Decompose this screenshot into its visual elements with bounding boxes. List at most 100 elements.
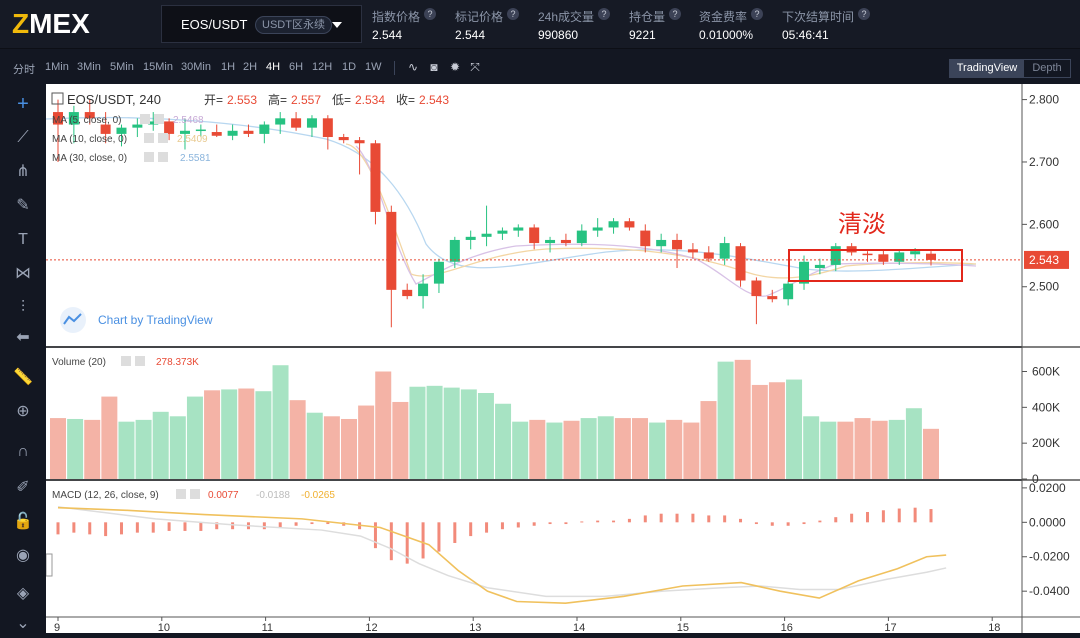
tf-1d[interactable]: 1D — [342, 61, 357, 73]
lock-drawing-icon[interactable]: ✐ — [16, 479, 30, 496]
collapse-handle[interactable] — [45, 553, 53, 577]
candle[interactable] — [418, 274, 429, 309]
candle[interactable] — [148, 112, 159, 131]
zoom-in-icon[interactable]: ⊕ — [16, 403, 30, 420]
close-icon[interactable] — [154, 114, 164, 124]
settings-icon[interactable] — [144, 152, 154, 162]
help-icon[interactable]: ? — [424, 8, 437, 20]
candle[interactable] — [53, 99, 63, 162]
gear-icon[interactable]: ✹ — [449, 60, 461, 74]
candle[interactable] — [592, 218, 603, 237]
macd-pane[interactable] — [46, 481, 1022, 617]
measure-icon[interactable]: ⫶ — [20, 299, 25, 316]
collapse-chevron-icon[interactable]: ⌄ — [16, 615, 30, 632]
chart-area[interactable]: 清淡 EOS/USDT, 240 开= 2.553 高= 2.557 低= 2.… — [45, 84, 1080, 634]
candle[interactable] — [926, 251, 936, 266]
candle[interactable] — [814, 258, 825, 275]
settings-icon[interactable] — [121, 356, 131, 366]
back-arrow-icon[interactable]: ⬅ — [16, 329, 30, 346]
candle[interactable] — [402, 283, 413, 300]
candle[interactable] — [497, 227, 508, 240]
candle[interactable] — [703, 246, 714, 262]
candle[interactable] — [719, 236, 730, 265]
tf-line[interactable]: 分时 — [13, 64, 35, 76]
pair-selector[interactable]: EOS/USDT USDT区永续 — [161, 5, 362, 43]
tf-3min[interactable]: 3Min — [77, 61, 101, 73]
candle[interactable] — [830, 243, 841, 272]
candle[interactable] — [640, 224, 651, 253]
candle[interactable] — [783, 280, 794, 306]
candle[interactable] — [799, 255, 810, 290]
tf-12h[interactable]: 12H — [312, 61, 333, 73]
candle[interactable] — [767, 289, 778, 303]
help-icon[interactable]: ? — [858, 8, 871, 20]
brush-icon[interactable]: ✎ — [16, 197, 30, 214]
dropdown-caret-icon[interactable] — [332, 22, 342, 28]
tf-2h[interactable]: 2H — [243, 61, 258, 73]
eye-icon[interactable]: ◉ — [16, 547, 30, 564]
candle[interactable] — [386, 205, 397, 328]
candle[interactable] — [465, 230, 476, 250]
ruler-icon[interactable]: 📏 — [13, 369, 33, 386]
candle[interactable] — [608, 218, 619, 234]
magnet-icon[interactable]: ∩ — [17, 443, 29, 460]
candle[interactable] — [370, 140, 381, 225]
lock-icon[interactable]: 🔓 — [13, 513, 33, 530]
help-icon[interactable]: ? — [751, 8, 764, 20]
candle[interactable] — [513, 224, 524, 237]
tf-1h[interactable]: 1H — [221, 61, 236, 73]
camera-icon[interactable]: ◙ — [430, 60, 438, 74]
settings-icon[interactable] — [176, 489, 186, 499]
close-icon[interactable] — [190, 489, 200, 499]
candle[interactable] — [100, 112, 111, 144]
trend-line-icon[interactable]: ⟋ — [17, 129, 29, 146]
zmex-logo[interactable]: ZMEX — [12, 8, 90, 40]
candle[interactable] — [624, 218, 635, 231]
tab-tradingview[interactable]: TradingView — [950, 60, 1024, 77]
tab-depth[interactable]: Depth — [1032, 62, 1062, 74]
candle[interactable] — [687, 243, 698, 259]
close-icon[interactable] — [158, 152, 168, 162]
candle[interactable] — [560, 233, 571, 247]
chart-style-icon[interactable]: ∿ — [407, 60, 419, 74]
candle[interactable] — [878, 249, 889, 265]
candle[interactable] — [195, 124, 206, 138]
candle[interactable] — [656, 233, 667, 253]
crosshair-icon[interactable]: + — [17, 93, 29, 115]
candle[interactable] — [751, 277, 762, 325]
candle[interactable] — [306, 115, 317, 138]
close-icon[interactable] — [135, 356, 145, 366]
candle[interactable] — [211, 124, 222, 138]
tf-4h[interactable]: 4H — [266, 61, 281, 73]
candle[interactable] — [322, 115, 333, 150]
candle[interactable] — [545, 236, 556, 253]
tf-5min[interactable]: 5Min — [110, 61, 134, 73]
candle[interactable] — [576, 224, 587, 247]
text-tool-icon[interactable]: T — [18, 231, 28, 248]
candle[interactable] — [259, 121, 270, 144]
fullscreen-icon[interactable]: ⤧ — [470, 60, 480, 74]
candle[interactable] — [243, 124, 254, 138]
candle[interactable] — [433, 258, 444, 293]
candle[interactable] — [481, 205, 492, 247]
candle[interactable] — [894, 249, 905, 265]
candle[interactable] — [164, 118, 175, 141]
close-icon[interactable] — [158, 133, 168, 143]
settings-icon[interactable] — [140, 114, 150, 124]
symbol-icon[interactable] — [51, 92, 64, 105]
tf-6h[interactable]: 6H — [289, 61, 304, 73]
candle[interactable] — [529, 224, 540, 250]
time-axis[interactable] — [46, 617, 1080, 633]
tf-30min[interactable]: 30Min — [181, 61, 211, 73]
candle[interactable] — [116, 124, 127, 147]
candle[interactable] — [179, 118, 190, 150]
tf-1w[interactable]: 1W — [365, 61, 382, 73]
tf-1min[interactable]: 1Min — [45, 61, 69, 73]
candle[interactable] — [132, 118, 143, 138]
candle[interactable] — [227, 124, 238, 141]
candle[interactable] — [275, 112, 286, 134]
tradingview-chart[interactable]: 清淡 EOS/USDT, 240 开= 2.553 高= 2.557 低= 2.… — [45, 84, 1080, 634]
help-icon[interactable]: ? — [507, 8, 520, 20]
candle[interactable] — [449, 236, 460, 269]
candle[interactable] — [68, 105, 79, 144]
